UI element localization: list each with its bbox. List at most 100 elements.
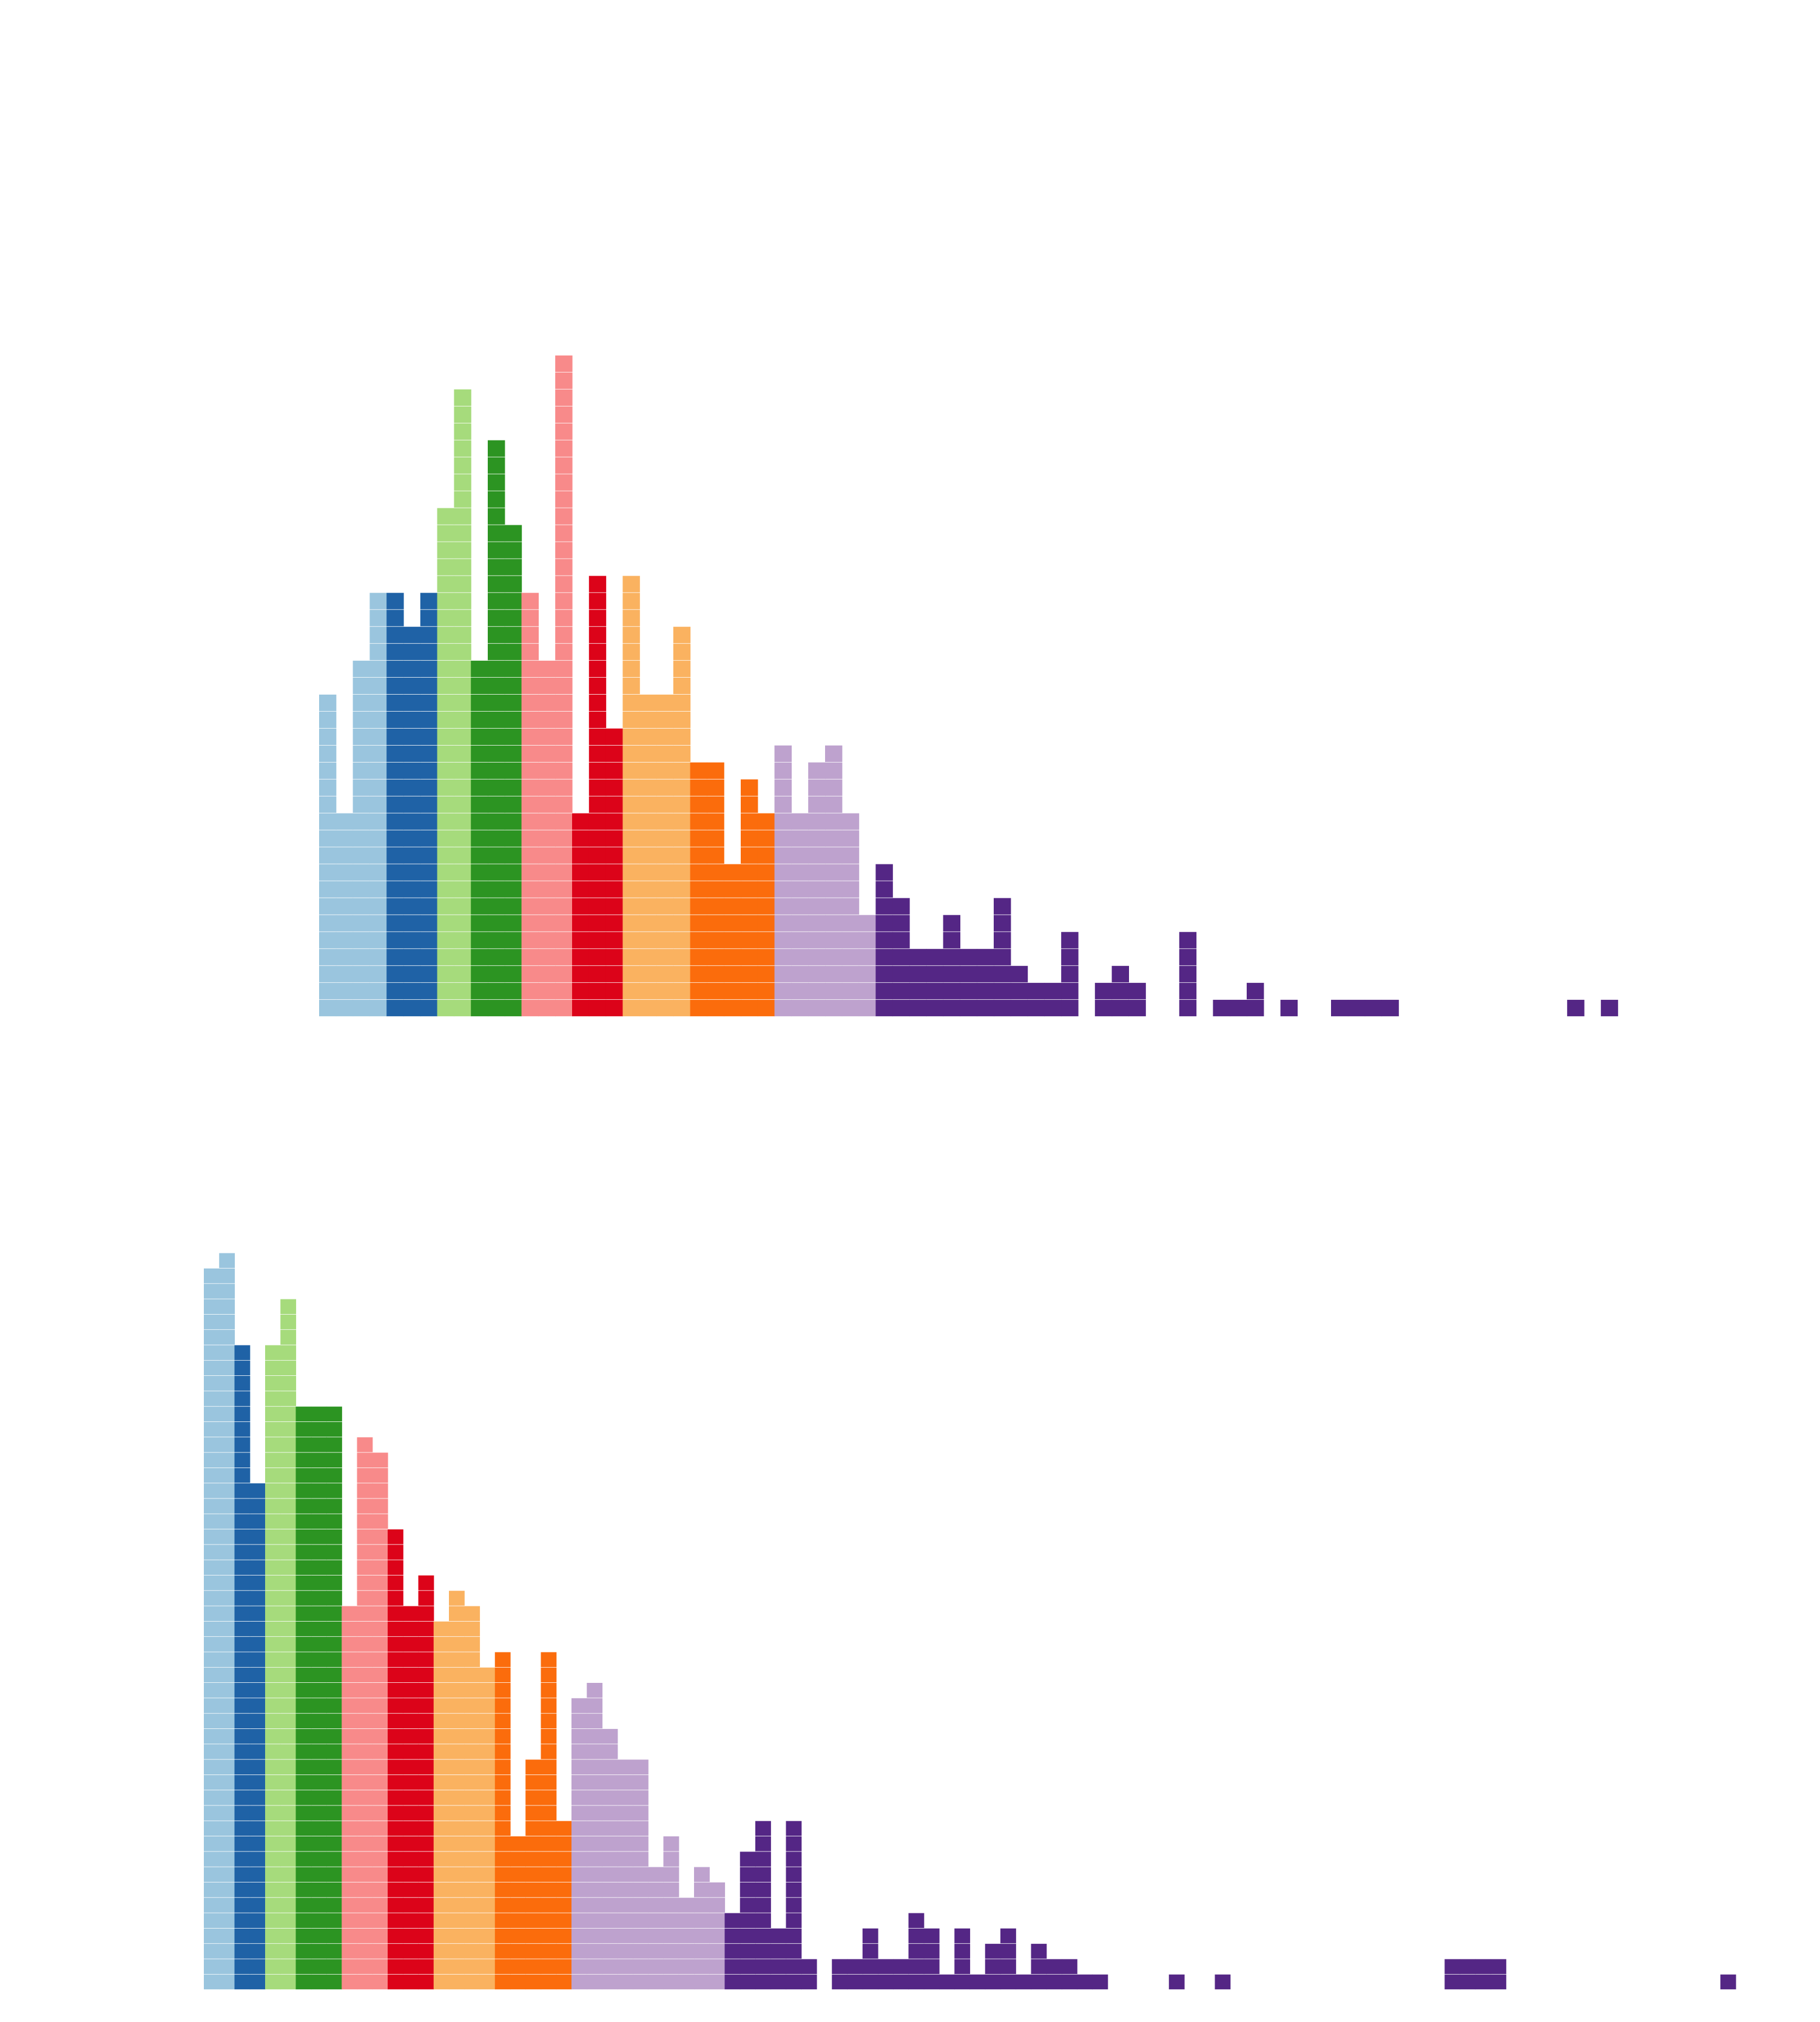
bar-unit-block: [449, 1652, 465, 1667]
bar-unit-block: [521, 644, 539, 661]
bar-unit-block: [219, 1821, 235, 1836]
bar-unit-block: [825, 779, 843, 796]
bar-unit-block: [357, 1744, 373, 1759]
histogram-bar: [280, 1299, 297, 1990]
bar-unit-block: [588, 779, 607, 796]
bar-unit-block: [295, 1898, 312, 1913]
histogram-bar: [1168, 1974, 1185, 1990]
bar-unit-block: [204, 1637, 220, 1652]
bar-unit-block: [488, 627, 505, 644]
bar-unit-block: [724, 983, 741, 1000]
bar-unit-block: [1460, 1974, 1476, 1990]
bar-unit-block: [622, 813, 640, 830]
bar-unit-block: [588, 610, 607, 627]
bar-unit-block: [875, 864, 893, 881]
bar-unit-block: [571, 1805, 587, 1821]
bar-unit-block: [694, 1867, 710, 1882]
bar-unit-block: [774, 983, 792, 1000]
bar-unit-block: [825, 949, 843, 966]
bar-unit-block: [538, 983, 556, 1000]
bar-unit-block: [352, 661, 370, 678]
bar-unit-block: [707, 966, 724, 983]
bar-unit-block: [494, 1852, 511, 1867]
bar-unit-block: [403, 1821, 419, 1836]
bar-unit-block: [825, 966, 843, 983]
bar-unit-block: [369, 813, 387, 830]
bar-unit-block: [295, 1698, 312, 1713]
bar-unit-block: [617, 1974, 633, 1990]
bar-unit-block: [433, 1774, 450, 1790]
histogram-bar: [801, 1959, 817, 1990]
bar-unit-block: [504, 694, 522, 712]
bar-unit-block: [673, 932, 691, 949]
bar-unit-block: [707, 881, 724, 898]
bar-unit-block: [587, 1759, 603, 1774]
bar-unit-block: [388, 1621, 403, 1637]
bar-unit-block: [420, 830, 438, 847]
histogram-bar: [1215, 1974, 1231, 1990]
bar-unit-block: [791, 1000, 809, 1017]
bar-unit-block: [605, 762, 623, 779]
bar-unit-block: [808, 898, 826, 915]
bar-unit-block: [420, 661, 438, 678]
bar-unit-block: [420, 593, 438, 610]
bar-unit-block: [369, 796, 387, 813]
bar-unit-block: [673, 728, 691, 745]
bar-unit-block: [265, 1345, 281, 1360]
bar-unit-block: [555, 881, 573, 898]
bar-unit-block: [556, 1867, 572, 1882]
bar-unit-block: [437, 762, 454, 779]
bar-unit-block: [369, 1000, 387, 1017]
bar-unit-block: [555, 745, 573, 762]
bar-unit-block: [1460, 1959, 1476, 1974]
bar-unit-block: [357, 1944, 373, 1959]
bar-unit-block: [386, 627, 404, 644]
histogram-bar: [923, 1928, 940, 1990]
bar-unit-block: [342, 1898, 358, 1913]
bar-unit-block: [1061, 949, 1079, 966]
bar-unit-block: [801, 1959, 817, 1974]
histogram-bar: [1092, 1974, 1108, 1990]
bar-unit-block: [538, 711, 556, 729]
bar-unit-block: [357, 1698, 373, 1713]
bar-unit-block: [234, 1406, 251, 1422]
bar-unit-block: [572, 813, 590, 830]
bar-unit-block: [295, 1836, 312, 1852]
bar-unit-block: [1179, 949, 1197, 966]
bar-unit-block: [858, 949, 876, 966]
histogram-bar: [525, 1759, 542, 1990]
bar-unit-block: [204, 1299, 220, 1314]
bar-unit-block: [770, 1974, 787, 1990]
bar-unit-block: [994, 932, 1011, 949]
bar-unit-block: [454, 728, 471, 745]
bar-unit-block: [280, 1376, 297, 1391]
bar-unit-block: [420, 610, 438, 627]
bar-unit-block: [265, 1944, 281, 1959]
bar-unit-block: [488, 440, 505, 457]
bar-unit-block: [420, 779, 438, 796]
bar-unit-block: [943, 949, 960, 966]
bar-unit-block: [204, 1713, 220, 1729]
bar-unit-block: [908, 1944, 925, 1959]
bar-unit-block: [295, 1498, 312, 1514]
bar-unit-block: [622, 694, 640, 712]
bar-unit-block: [204, 1406, 220, 1422]
bar-unit-block: [464, 1913, 480, 1928]
bar-unit-block: [791, 881, 809, 898]
bar-unit-block: [521, 728, 539, 745]
bar-unit-block: [403, 1713, 419, 1729]
bar-unit-block: [479, 1836, 496, 1852]
bar-unit-block: [555, 406, 573, 423]
bar-unit-block: [219, 1774, 235, 1790]
bar-unit-block: [372, 1882, 388, 1898]
bar-unit-block: [311, 1575, 327, 1591]
bar-unit-block: [204, 1437, 220, 1452]
bar-unit-block: [204, 1928, 220, 1944]
bar-unit-block: [464, 1698, 480, 1713]
bar-unit-block: [521, 661, 539, 678]
bar-unit-block: [488, 949, 505, 966]
bar-unit-block: [418, 1959, 434, 1974]
bar-unit-block: [204, 1898, 220, 1913]
bar-unit-block: [617, 1790, 633, 1805]
bar-unit-block: [588, 644, 607, 661]
